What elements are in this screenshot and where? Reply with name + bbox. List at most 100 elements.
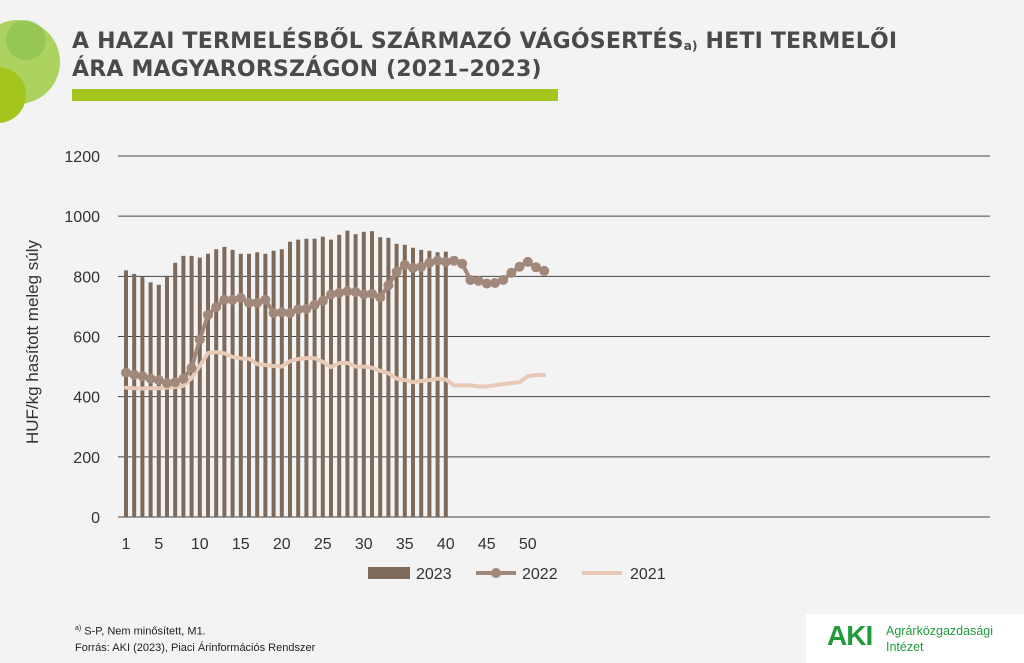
line-2022 [121,255,550,389]
point-2022 [465,274,476,285]
bar-2023 [312,238,317,517]
x-tick-label: 40 [437,536,455,553]
logo-line2: Intézet [886,640,924,654]
bar-2023 [337,234,342,517]
title-footnote-marker: a) [683,39,698,53]
bar-2023 [304,238,309,517]
legend-marker-2022 [491,568,501,578]
point-2022 [219,294,230,305]
title-line1-end: HETI TERMELŐI [697,29,898,54]
point-2022 [473,275,484,286]
legend-swatch-2023 [368,567,410,579]
bar-2023 [435,252,440,517]
x-tick-label: 50 [519,536,537,553]
bar-2023 [370,231,374,518]
bar-2023 [288,241,292,518]
point-2022 [440,256,451,267]
title-line2: ÁRA MAGYARORSZÁGON (2021–2023) [72,57,542,82]
bars-2023 [124,230,448,518]
bar-2023 [419,249,424,518]
bar-2023 [427,250,432,517]
x-tick-label: 5 [154,536,163,553]
point-2022 [531,262,541,273]
footnote-note: S-P, Nem minősített, M1. [81,625,206,638]
bar-2023 [378,237,383,517]
y-tick-label: 0 [91,510,100,527]
point-2022 [293,304,304,315]
x-tick-label: 20 [273,536,291,553]
point-2022 [301,303,312,314]
bar-2023 [222,246,227,517]
point-2022 [276,307,287,318]
bar-2023 [197,257,202,517]
point-2022 [539,265,550,276]
point-2022 [391,266,402,277]
bar-2023 [132,273,137,517]
bar-2023 [247,253,251,518]
point-2022 [162,378,172,389]
point-2022 [367,288,377,299]
point-2022 [522,256,533,267]
point-2022 [432,255,443,266]
point-2022 [260,294,271,305]
bar-2023 [443,251,448,518]
title-line1: A HAZAI TERMELÉSBŐL SZÁRMAZÓ VÁGÓSERTÉS [72,29,684,54]
gridlines [118,155,990,518]
bar-2023 [329,239,333,518]
x-tick-label: 35 [396,536,414,553]
x-tick-label: 1 [122,536,131,553]
y-tick-label: 600 [73,330,100,347]
y-tick-label: 1000 [64,209,100,226]
point-2022 [490,277,500,288]
bar-2023 [140,276,145,517]
bar-2023 [386,237,391,517]
point-2022 [252,297,263,308]
bar-2023 [214,249,219,517]
bar-2023 [263,253,268,518]
point-2022 [153,375,164,386]
bar-2023 [353,234,358,517]
y-tick-label: 200 [73,450,100,467]
point-2022 [326,289,336,300]
bar-2023 [189,255,194,518]
point-2022 [186,363,197,374]
bar-2023 [320,236,325,517]
bar-2023 [230,249,235,518]
logo-line1: Agrárközgazdasági [886,624,994,638]
footnote: a) S-P, Nem minősített, M1. Forrás: AKI … [75,621,315,656]
series-line-2021 [124,350,547,391]
x-tick-label: 15 [232,536,250,553]
point-2022 [514,261,525,272]
point-2022 [408,262,418,273]
bar-2023 [124,270,128,517]
title-underline-bar [72,89,558,101]
point-2022 [375,292,386,303]
bar-2023 [238,253,243,518]
point-2022 [416,261,427,272]
x-tick-label: 25 [314,536,332,553]
point-2022 [178,373,189,384]
y-tick-labels: 0 200 400 600 800 1000 1200 [64,149,100,527]
bar-2023 [206,253,210,518]
point-2022 [121,367,131,378]
point-2022 [350,286,361,297]
x-tick-labels: 1 5 10 15 20 25 30 35 40 45 50 [122,536,537,553]
aki-logo-text: Agrárközgazdasági Intézet [886,623,993,655]
bar-2023 [271,250,276,517]
decorative-circles [0,20,60,123]
point-2022 [457,258,468,269]
point-2022 [235,292,246,303]
y-tick-label: 800 [73,269,100,286]
point-2022 [506,267,517,278]
legend-label-2022: 2022 [522,566,558,583]
bar-2023 [255,252,260,517]
y-tick-label: 1200 [64,149,100,166]
bar-2023 [165,276,169,517]
point-2022 [334,287,345,298]
point-2022 [211,302,222,313]
point-2022 [449,255,459,266]
bar-2023 [345,230,350,517]
point-2022 [424,257,435,268]
logo-box [806,614,1024,663]
